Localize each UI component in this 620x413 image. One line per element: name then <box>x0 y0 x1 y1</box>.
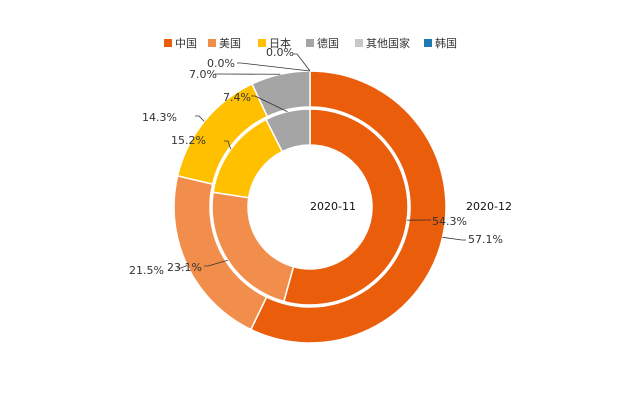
legend-swatch-5 <box>424 39 432 47</box>
outer-data-label-3: 7.0% <box>189 68 217 81</box>
legend-swatch-3 <box>306 39 314 47</box>
outer-data-label-1: 21.5% <box>129 264 164 277</box>
legend-label-5: 韩国 <box>435 36 457 50</box>
inner-leader-3 <box>251 95 288 112</box>
outer-leader-2 <box>195 115 205 122</box>
inner-ring <box>211 108 409 306</box>
inner-data-label-3: 7.4% <box>223 91 251 104</box>
outer-leader-0 <box>442 236 466 241</box>
inner-data-label-1: 23.1% <box>167 261 202 274</box>
outer-leader-5 <box>293 53 311 72</box>
legend-label-4: 其他国家 <box>366 36 410 50</box>
outer-ring <box>173 70 447 344</box>
legend-label-2: 日本 <box>269 36 291 50</box>
legend-swatch-0 <box>164 39 172 47</box>
inner-ring-name: 2020-11 <box>310 200 356 213</box>
inner-data-label-2: 15.2% <box>171 134 206 147</box>
inner-slice-0 <box>282 108 409 306</box>
outer-slice-0 <box>249 70 447 344</box>
leader-lines <box>177 53 466 269</box>
outer-data-label-0: 57.1% <box>468 233 503 246</box>
outer-data-label-4: 0.0% <box>207 57 235 70</box>
data-labels: 57.1%21.5%14.3%7.0%0.0%0.0%54.3%23.1%15.… <box>129 46 503 277</box>
outer-leader-4 <box>237 62 311 72</box>
legend-label-0: 中国 <box>175 37 197 50</box>
inner-data-label-0: 54.3% <box>432 215 467 228</box>
legend: 中国 美国 日本 德国 其他国家 韩国 <box>164 36 457 50</box>
legend-swatch-4 <box>355 39 363 47</box>
outer-leader-1 <box>177 265 188 269</box>
outer-data-label-2: 14.3% <box>142 111 177 124</box>
legend-label-3: 德国 <box>317 36 339 50</box>
inner-leader-2 <box>224 140 232 150</box>
legend-swatch-2 <box>258 39 266 47</box>
inner-slice-3 <box>265 108 311 153</box>
outer-slice-3 <box>251 70 311 118</box>
legend-label-1: 美国 <box>219 37 241 50</box>
legend-swatch-1 <box>208 39 216 47</box>
outer-data-label-5: 0.0% <box>266 46 294 59</box>
outer-ring-name: 2020-12 <box>466 200 512 213</box>
inner-leader-1 <box>204 259 228 267</box>
